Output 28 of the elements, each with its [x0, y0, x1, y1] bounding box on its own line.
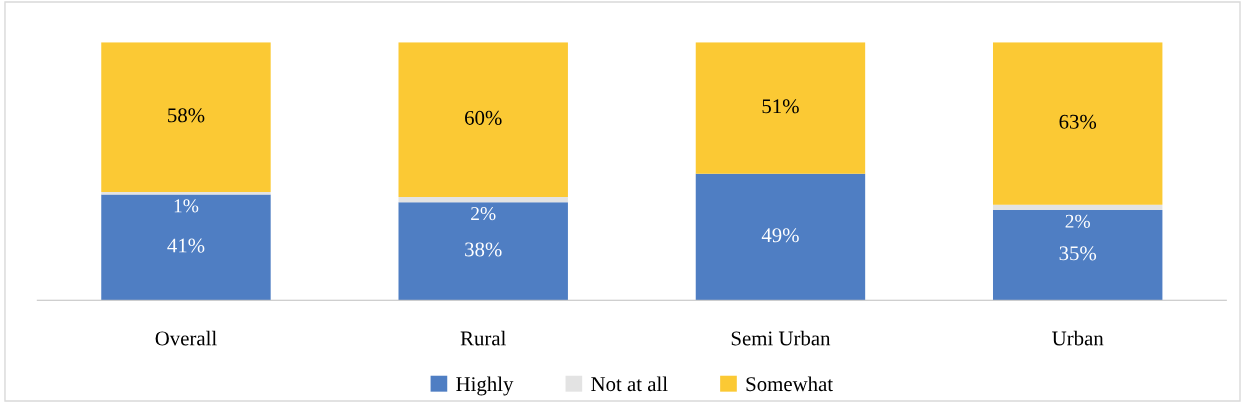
legend-label: Highly — [456, 376, 514, 396]
bar — [992, 204, 1163, 210]
bar — [398, 202, 568, 301]
bar — [992, 42, 1163, 205]
data-label: 2% — [471, 206, 496, 221]
bar — [992, 209, 1163, 301]
bar — [101, 42, 271, 192]
x-tick-label: Urban — [1052, 330, 1104, 346]
data-label: 35% — [1059, 246, 1097, 261]
data-label: 1% — [174, 199, 199, 213]
bar — [101, 194, 271, 301]
data-label: 2% — [1065, 214, 1090, 228]
data-label: 38% — [465, 242, 502, 257]
legend-label: Not at all — [591, 376, 668, 392]
bar — [695, 42, 866, 174]
bar — [398, 42, 568, 198]
x-tick-label: Semi Urban — [731, 330, 831, 346]
data-label: 58% — [168, 108, 205, 123]
legend-label: Somewhat — [746, 376, 833, 392]
data-label: 63% — [1059, 114, 1097, 129]
data-label: 41% — [167, 238, 205, 253]
x-tick-label: Rural — [460, 330, 506, 346]
data-label: 51% — [762, 99, 799, 114]
bar — [398, 197, 568, 203]
data-label: 49% — [761, 228, 799, 243]
x-tick-label: Overall — [155, 330, 217, 346]
bar — [695, 173, 866, 301]
data-label: 60% — [465, 110, 502, 125]
